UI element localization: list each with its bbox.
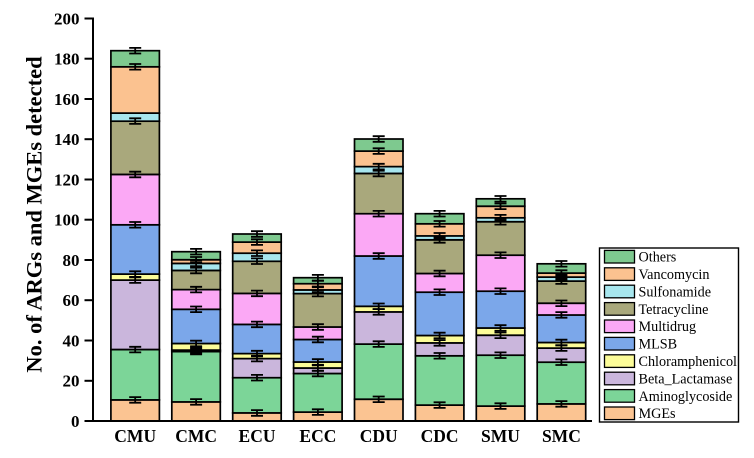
- svg-text:MGEs: MGEs: [639, 406, 677, 422]
- svg-text:CMC: CMC: [175, 426, 217, 446]
- svg-text:40: 40: [63, 331, 80, 350]
- svg-text:0: 0: [71, 412, 80, 431]
- svg-text:SMU: SMU: [481, 426, 520, 446]
- svg-text:Aminoglycoside: Aminoglycoside: [639, 389, 733, 405]
- svg-text:CMU: CMU: [114, 426, 156, 446]
- svg-text:Vancomycin: Vancomycin: [639, 267, 710, 283]
- svg-text:ECC: ECC: [299, 426, 336, 446]
- svg-text:20: 20: [63, 372, 80, 391]
- svg-text:Beta_Lactamase: Beta_Lactamase: [639, 371, 733, 387]
- svg-text:CDU: CDU: [360, 426, 398, 446]
- svg-text:200: 200: [54, 9, 80, 28]
- svg-text:100: 100: [54, 211, 80, 230]
- svg-text:180: 180: [54, 50, 80, 69]
- svg-text:CDC: CDC: [421, 426, 459, 446]
- svg-text:SMC: SMC: [542, 426, 581, 446]
- svg-text:MLSB: MLSB: [639, 337, 678, 353]
- svg-text:Sulfonamide: Sulfonamide: [639, 284, 712, 300]
- svg-text:No. of ARGs and MGEs detected: No. of ARGs and MGEs detected: [22, 56, 47, 373]
- svg-text:60: 60: [63, 291, 80, 310]
- svg-text:120: 120: [54, 170, 80, 189]
- svg-text:Tetracycline: Tetracycline: [639, 302, 709, 318]
- svg-text:Multidrug: Multidrug: [639, 319, 697, 335]
- svg-text:Others: Others: [639, 250, 677, 266]
- svg-text:ECU: ECU: [239, 426, 276, 446]
- svg-text:Chloramphenicol: Chloramphenicol: [639, 354, 738, 370]
- svg-text:160: 160: [54, 90, 80, 109]
- svg-text:140: 140: [54, 130, 80, 149]
- svg-text:80: 80: [63, 251, 80, 270]
